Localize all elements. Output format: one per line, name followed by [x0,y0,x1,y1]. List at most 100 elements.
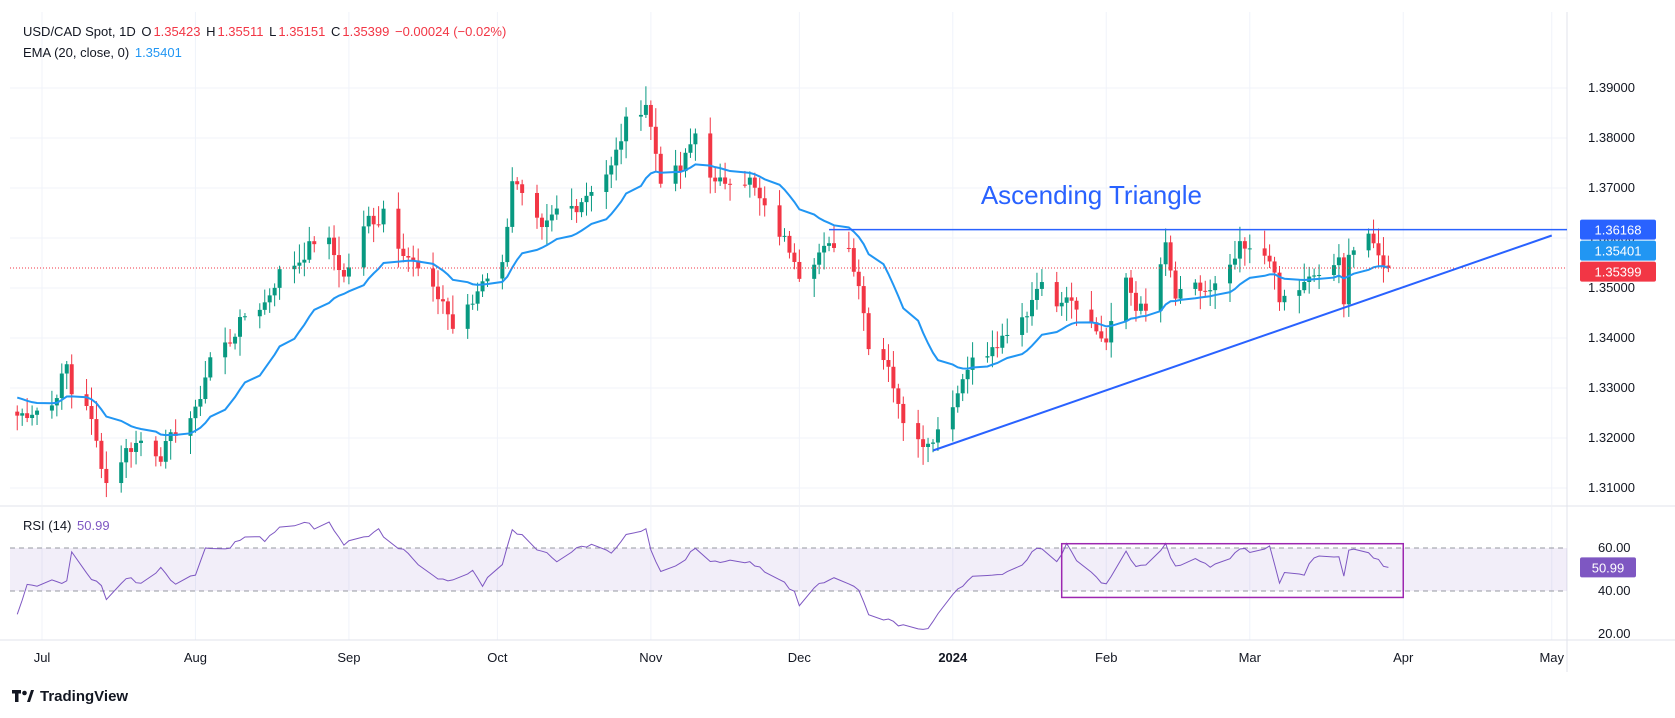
candle-body [1272,261,1277,273]
candle-body [242,316,247,318]
candles [15,86,1391,498]
candle-body [520,184,525,193]
time-tick-label: Nov [639,650,663,665]
candle-body [653,126,658,154]
candle-body [742,184,747,186]
candle-body [955,393,960,408]
candle-body [1138,303,1143,311]
candle-body [584,195,589,203]
ema-value: 1.35401 [134,45,182,60]
candle-body [134,442,139,452]
candle-body [1129,277,1133,293]
candle-body [465,304,470,329]
candle-body [470,303,475,305]
price-tag [1580,219,1656,240]
candle-body [1089,309,1094,323]
candle-body [1104,338,1109,343]
candle-body [193,406,198,419]
candle-body [1208,290,1213,292]
candle-body [257,309,262,317]
candle-body [832,243,836,248]
candle-body [1228,264,1232,284]
candle-body [921,439,926,447]
candle-body [1059,302,1064,307]
candle-body [1232,258,1237,265]
candle-body [990,347,995,357]
candle-body [64,364,69,374]
price-tick-label: 1.31000 [1588,480,1635,495]
candle-body [124,448,129,463]
candle-body [648,104,653,127]
candle-body [198,399,203,407]
candle-body [752,177,757,188]
candle-body [931,442,935,444]
candle-body [1247,248,1252,250]
candle-body [891,366,896,389]
time-tick-label: Aug [184,650,207,665]
candle-body [406,255,411,258]
tradingview-logo[interactable]: TradingView [12,688,128,705]
candle-body [49,405,54,411]
candle-body [381,208,386,225]
candle-body [1198,282,1203,291]
candle-body [846,247,851,249]
tradingview-name: TradingView [40,688,129,705]
candle-body [188,418,193,436]
price-tick-label: 1.35000 [1588,280,1635,295]
candle-body [1312,275,1317,277]
candle-body [1173,270,1178,299]
candle-body [445,301,450,315]
candle-body [539,217,544,228]
candle-body [960,379,965,394]
candle-body [262,302,267,310]
candle-body [950,407,955,430]
candle-body [1242,241,1247,249]
candle-body [436,286,440,300]
rsi-tick-label: 20.00 [1598,626,1631,641]
candle-body [995,347,1000,349]
candle-body [1163,242,1168,265]
candle-body [817,252,822,265]
candle-body [688,144,693,153]
candle-body [693,133,698,145]
rsi-tick-label: 60.00 [1598,540,1631,555]
candle-body [1237,241,1242,259]
candle-body [510,181,515,227]
candle-body [579,202,584,213]
candle-body [1282,295,1287,303]
candle-body [916,423,921,440]
time-tick-label: Mar [1239,650,1262,665]
candle-body [485,278,490,282]
candle-body [238,317,242,337]
candle-body [723,177,728,184]
candle-body [713,177,718,182]
price-tag-label: 1.35399 [1595,265,1642,280]
candle-body [327,237,332,245]
candle-body [574,205,579,213]
price-tick-label: 1.33000 [1588,380,1635,395]
candle-body [366,215,371,227]
candle-body [129,448,134,452]
candle-body [1203,290,1208,292]
price-tick-label: 1.37000 [1588,180,1635,195]
close-value: 1.35399 [342,24,390,39]
candle-body [89,406,94,420]
candle-body [341,270,346,277]
ema-legend: EMA (20, close, 0) 1.35401 [23,45,184,60]
candle-body [168,432,173,442]
candle-body [411,257,416,261]
candle-body [1351,250,1356,255]
candle-body [332,237,337,256]
rsi-value: 50.99 [77,518,110,533]
candle-body [673,165,678,184]
candle-body [782,235,787,237]
candle-body [866,313,871,350]
candle-body [1133,292,1138,311]
price-tag [1580,261,1656,282]
rsi-highlight-box [1060,542,1404,599]
candle-body [1262,248,1267,256]
candle-body [896,388,901,404]
candle-body [851,248,856,272]
candle-body [1069,297,1074,301]
support-trendline [932,234,1553,452]
